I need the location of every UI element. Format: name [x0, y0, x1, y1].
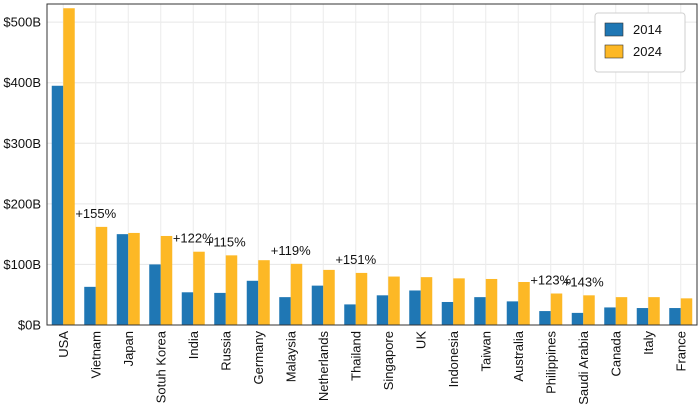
x-tick-label: Singapore — [381, 331, 396, 390]
bar-2024-russia — [225, 255, 238, 325]
bar-2014-russia — [214, 292, 226, 325]
bar-2024-uk — [420, 277, 433, 325]
bar-2024-germany — [258, 260, 270, 325]
x-tick-label: Germany — [251, 331, 266, 385]
bar-2014-uk — [409, 290, 421, 325]
x-tick-label: France — [673, 331, 688, 371]
y-tick-label: $0B — [18, 318, 41, 333]
annotations: +155% +122%+115% +119% +151% +123%+143% — [75, 206, 604, 289]
bar-2024-japan — [128, 232, 140, 325]
bar-2014-usa — [51, 85, 64, 325]
bar-2014-japan — [116, 234, 129, 325]
bar-2024-philippines — [550, 293, 563, 325]
x-tick-label: Australia — [511, 330, 526, 381]
bar-2014-indonesia — [441, 301, 454, 325]
bars — [51, 8, 693, 325]
bar-2024-netherlands — [323, 269, 335, 325]
x-tick-label: Philippines — [543, 331, 558, 394]
bar-2014-india — [181, 292, 194, 325]
legend-label: 2014 — [633, 22, 662, 37]
bar-2024-vietnam — [95, 226, 108, 325]
legend-swatch — [604, 44, 624, 59]
bar-2024-india — [193, 251, 205, 325]
growth-annotation: +122% — [173, 231, 214, 246]
y-tick-label: $300B — [3, 136, 41, 151]
bar-2024-malaysia — [290, 263, 303, 325]
bar-2014-thailand — [344, 304, 356, 325]
y-tick-label: $400B — [3, 75, 41, 90]
x-tick-label: Canada — [608, 330, 623, 376]
bar-2024-italy — [648, 297, 660, 325]
x-axis: USA Vietnam Japan Sotuh Korea India Russia Ger… — [56, 330, 689, 405]
bar-2014-france — [669, 308, 681, 325]
growth-annotation: +119% — [271, 243, 311, 258]
bar-2024-taiwan — [485, 278, 498, 325]
bar-2024-indonesia — [453, 278, 465, 325]
x-tick-label: Indonesia — [446, 330, 461, 387]
bar-2014-saudi-arabia — [571, 312, 584, 325]
bar-2014-sotuh-korea — [149, 264, 161, 325]
x-tick-label: Taiwan — [478, 331, 493, 371]
x-tick-label: Malaysia — [283, 330, 298, 382]
x-tick-label: Saudi Arabia — [576, 330, 591, 404]
x-tick-label: UK — [413, 331, 428, 349]
y-tick-label: $200B — [3, 196, 41, 211]
x-tick-label: Vietnam — [88, 331, 103, 378]
bar-2024-sotuh-korea — [160, 235, 173, 325]
bar-2024-canada — [615, 297, 628, 325]
y-tick-label: $500B — [3, 15, 41, 30]
x-tick-label: USA — [56, 331, 71, 358]
bar-2024-australia — [518, 281, 530, 325]
bar-2014-malaysia — [279, 297, 291, 325]
bar-2014-italy — [636, 308, 649, 325]
x-tick-label: Sotuh Korea — [153, 330, 168, 403]
bar-2014-germany — [246, 280, 259, 325]
bar-2014-vietnam — [84, 286, 96, 325]
growth-annotation: +143% — [563, 274, 604, 289]
growth-annotation: +115% — [206, 234, 246, 249]
bar-2024-singapore — [388, 276, 400, 325]
x-tick-label: Italy — [641, 331, 656, 355]
x-tick-label: India — [186, 330, 201, 359]
growth-annotation: +155% — [75, 206, 116, 221]
bar-2024-saudi-arabia — [583, 295, 595, 325]
bar-2014-taiwan — [474, 297, 486, 325]
growth-annotation: +123% — [530, 273, 571, 288]
bar-2014-canada — [604, 307, 616, 325]
x-tick-label: Japan — [121, 331, 136, 366]
y-axis: $0B $100B $200B $300B $400B $500B — [3, 15, 41, 333]
plot-frame — [46, 3, 698, 326]
bar-2014-australia — [506, 301, 519, 325]
x-tick-label: Netherlands — [316, 331, 331, 402]
legend: 2014 2024 — [594, 12, 686, 73]
bar-2024-usa — [63, 8, 75, 325]
legend-label: 2024 — [633, 44, 662, 59]
legend-swatch — [604, 22, 624, 37]
bar-2024-thailand — [355, 272, 368, 325]
x-tick-label: Russia — [218, 330, 233, 371]
y-tick-label: $100B — [3, 257, 41, 272]
bar-2014-singapore — [376, 295, 389, 325]
bar-2024-france — [680, 298, 693, 325]
x-tick-label: Thailand — [348, 331, 363, 381]
bar-2014-netherlands — [311, 285, 324, 325]
bar-2014-philippines — [539, 311, 551, 325]
growth-annotation: +151% — [335, 252, 376, 267]
